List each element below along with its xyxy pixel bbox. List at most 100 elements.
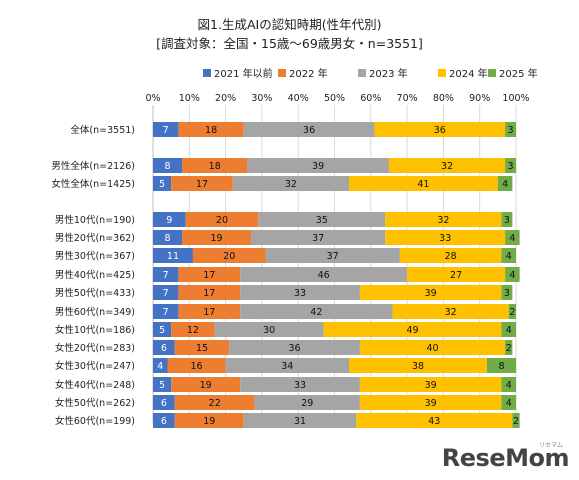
bar-segment-r13-s4 (501, 395, 516, 410)
bar-segment-r8-s4 (508, 304, 516, 319)
bar-segment-r5-s4 (501, 248, 516, 263)
data-label-r12-s3: 39 (425, 380, 437, 391)
data-label-r3-s4: 3 (504, 215, 510, 226)
bar-segment-r0-s1 (178, 122, 244, 137)
data-label-r2-s4: 4 (502, 179, 508, 190)
data-label-r6-s1: 17 (203, 270, 215, 281)
logo-subtext: リセマム (538, 442, 563, 449)
bar-segment-r7-s3 (359, 285, 502, 300)
data-label-r8-s0: 7 (163, 307, 169, 318)
bar-segment-r7-s1 (178, 285, 241, 300)
data-label-r4-s0: 8 (164, 233, 170, 244)
data-label-r0-s2: 36 (303, 125, 315, 136)
legend-swatch-3 (438, 69, 446, 77)
data-label-r14-s4: 2 (513, 416, 519, 427)
data-label-r10-s1: 15 (196, 343, 208, 354)
bar-segment-r5-s0 (153, 248, 193, 263)
data-label-r5-s2: 37 (327, 251, 339, 262)
x-tick-label-6: 60% (360, 93, 381, 104)
data-label-r5-s1: 20 (223, 251, 235, 262)
data-label-r5-s4: 4 (506, 251, 512, 262)
data-label-r1-s3: 32 (441, 161, 453, 172)
category-label-3: 男性10代(n=190) (55, 214, 135, 226)
category-label-1: 男性全体(n=2126) (51, 160, 135, 172)
bar-segment-r8-s1 (178, 304, 241, 319)
bar-segment-r11-s3 (349, 358, 487, 373)
bar-segment-r12-s1 (171, 377, 241, 392)
bar-segment-r11-s0 (153, 358, 168, 373)
x-tick-label-8: 80% (433, 93, 454, 104)
data-label-r12-s0: 5 (159, 380, 165, 391)
data-label-r1-s1: 18 (209, 161, 221, 172)
bar-segment-r6-s4 (505, 267, 520, 282)
legend-swatch-0 (203, 69, 211, 77)
bar-segment-r3-s2 (258, 212, 386, 227)
bar-segment-r1-s1 (182, 158, 248, 173)
data-label-r10-s0: 6 (161, 343, 167, 354)
data-label-r8-s4: 2 (509, 307, 515, 318)
data-label-r7-s1: 17 (203, 288, 215, 299)
data-label-r2-s1: 17 (196, 179, 208, 190)
data-label-r1-s0: 8 (164, 161, 170, 172)
data-label-r6-s2: 46 (318, 270, 330, 281)
x-tick-label-1: 10% (179, 93, 200, 104)
bar-segment-r2-s4 (497, 176, 513, 191)
bar-segment-r5-s2 (265, 248, 400, 263)
data-label-r7-s2: 33 (294, 288, 306, 299)
bar-segment-r0-s0 (153, 122, 179, 137)
data-label-r10-s4: 2 (506, 343, 512, 354)
data-label-r12-s2: 33 (294, 380, 306, 391)
data-label-r10-s2: 36 (289, 343, 301, 354)
bar-segment-r12-s3 (359, 377, 502, 392)
x-tick-label-4: 40% (288, 93, 309, 104)
x-tick-label-5: 50% (324, 93, 345, 104)
bar-segment-r2-s0 (153, 176, 172, 191)
data-label-r12-s4: 4 (506, 380, 512, 391)
data-label-r3-s3: 32 (437, 215, 449, 226)
bar-segment-r9-s0 (153, 322, 172, 337)
bar-segment-r4-s4 (505, 230, 520, 245)
data-label-r13-s2: 29 (301, 398, 313, 409)
bar-segment-r13-s3 (359, 395, 502, 410)
category-label-8: 男性60代(n=349) (55, 306, 135, 318)
x-tick-label-3: 30% (251, 93, 272, 104)
x-tick-label-0: 0% (145, 93, 160, 104)
bar-segment-r6-s3 (407, 267, 506, 282)
bar-segment-r14-s2 (243, 413, 357, 428)
data-label-r9-s1: 12 (187, 325, 199, 336)
data-label-r4-s3: 33 (439, 233, 451, 244)
bar-segment-r7-s4 (501, 285, 513, 300)
data-label-r9-s3: 49 (406, 325, 418, 336)
legend-label-1: 2022 年 (289, 67, 328, 80)
data-label-r5-s3: 28 (445, 251, 457, 262)
data-label-r2-s2: 32 (285, 179, 297, 190)
bar-segment-r1-s2 (247, 158, 389, 173)
bar-segment-r1-s0 (153, 158, 183, 173)
bar-segment-r13-s2 (254, 395, 360, 410)
data-label-r3-s0: 9 (166, 215, 172, 226)
legend-swatch-2 (358, 69, 366, 77)
data-label-r8-s2: 42 (310, 307, 322, 318)
data-label-r10-s3: 40 (426, 343, 438, 354)
category-label-9: 女性10代(n=186) (55, 324, 135, 336)
bar-segment-r11-s1 (167, 358, 226, 373)
bar-segment-r9-s1 (171, 322, 215, 337)
bar-segment-r8-s0 (153, 304, 179, 319)
bar-segment-r4-s2 (251, 230, 386, 245)
bar-segment-r10-s2 (229, 340, 360, 355)
bar-segment-r10-s1 (174, 340, 230, 355)
chart-title: 図1.生成AIの認知時期(性年代別) (197, 17, 382, 32)
bar-segment-r13-s1 (174, 395, 255, 410)
data-label-r0-s4: 3 (508, 125, 514, 136)
bar-segment-r3-s0 (153, 212, 186, 227)
bar-segment-r14-s1 (174, 413, 244, 428)
bar-segment-r5-s3 (399, 248, 502, 263)
data-label-r14-s1: 19 (203, 416, 215, 427)
data-label-r4-s1: 19 (210, 233, 222, 244)
data-label-r11-s0: 4 (157, 361, 163, 372)
bar-segment-r2-s2 (232, 176, 350, 191)
bar-segment-r7-s2 (240, 285, 360, 300)
data-label-r13-s0: 6 (161, 398, 167, 409)
bar-segment-r6-s2 (240, 267, 408, 282)
